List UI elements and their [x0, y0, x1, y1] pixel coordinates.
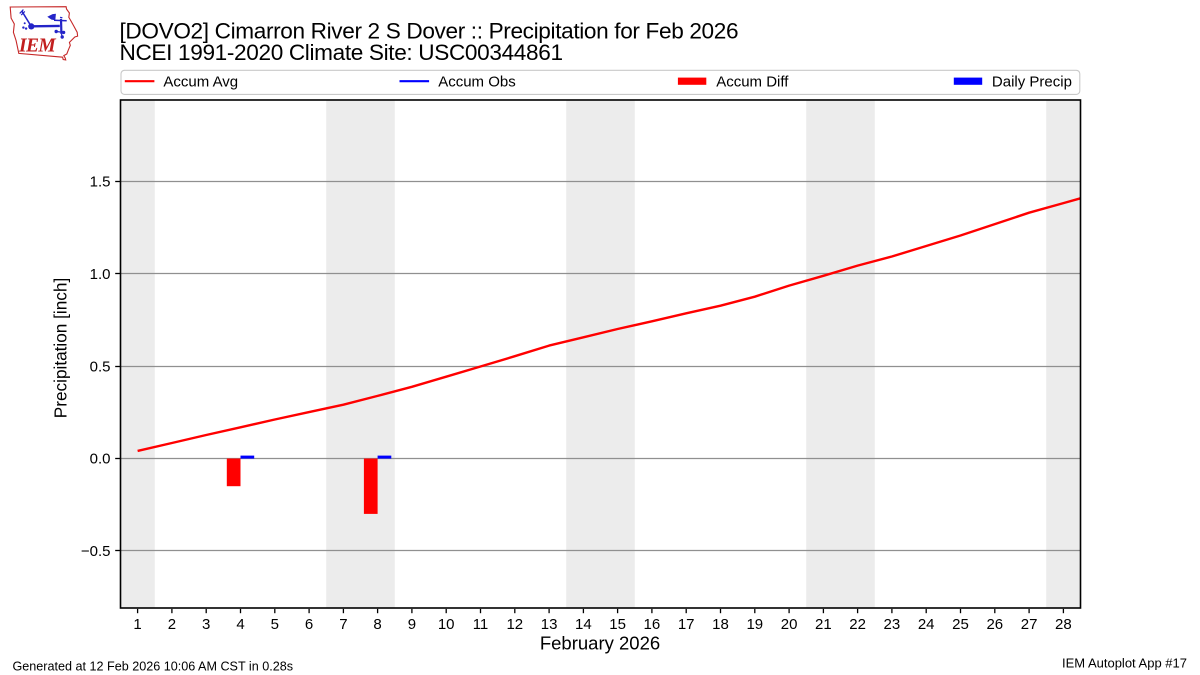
svg-text:28: 28: [1055, 616, 1072, 633]
svg-text:11: 11: [473, 616, 489, 633]
svg-text:24: 24: [918, 616, 935, 633]
svg-text:22: 22: [849, 616, 866, 633]
svg-text:7: 7: [339, 616, 347, 633]
svg-text:8: 8: [373, 616, 381, 633]
svg-text:1.5: 1.5: [90, 174, 111, 191]
svg-text:2: 2: [168, 616, 176, 633]
svg-text:25: 25: [952, 616, 969, 633]
svg-text:4: 4: [236, 616, 244, 633]
svg-text:20: 20: [781, 616, 798, 633]
svg-text:Accum Obs: Accum Obs: [438, 73, 516, 90]
svg-text:26: 26: [986, 616, 1003, 633]
svg-text:1.0: 1.0: [90, 266, 111, 283]
svg-text:Daily Precip: Daily Precip: [992, 73, 1072, 90]
svg-text:17: 17: [678, 616, 695, 633]
svg-text:14: 14: [575, 616, 592, 633]
svg-text:February 2026: February 2026: [540, 633, 660, 654]
svg-text:Accum Avg: Accum Avg: [163, 73, 238, 90]
svg-text:3: 3: [202, 616, 210, 633]
svg-text:18: 18: [712, 616, 729, 633]
svg-text:13: 13: [541, 616, 558, 633]
svg-text:21: 21: [815, 616, 832, 633]
svg-text:5: 5: [271, 616, 279, 633]
svg-text:Accum Diff: Accum Diff: [716, 73, 789, 90]
svg-text:27: 27: [1021, 616, 1038, 633]
svg-text:0.5: 0.5: [90, 358, 111, 375]
svg-text:12: 12: [506, 616, 523, 633]
svg-text:IEM Autoplot App #17: IEM Autoplot App #17: [1062, 656, 1187, 671]
svg-text:IEM: IEM: [18, 35, 56, 56]
svg-text:15: 15: [609, 616, 626, 633]
svg-text:1: 1: [133, 616, 141, 633]
svg-text:[DOVO2] Cimarron River 2 S Dov: [DOVO2] Cimarron River 2 S Dover :: Prec…: [120, 18, 739, 43]
svg-text:9: 9: [408, 616, 416, 633]
svg-text:Generated at 12 Feb 2026 10:06: Generated at 12 Feb 2026 10:06 AM CST in…: [13, 660, 294, 674]
svg-text:16: 16: [644, 616, 661, 633]
svg-text:0.0: 0.0: [90, 451, 111, 468]
svg-text:23: 23: [884, 616, 901, 633]
svg-text:NCEI 1991-2020 Climate Site: U: NCEI 1991-2020 Climate Site: USC00344861: [120, 40, 563, 65]
svg-text:−0.5: −0.5: [81, 543, 111, 560]
svg-text:Precipitation [inch]: Precipitation [inch]: [51, 278, 71, 418]
svg-text:19: 19: [746, 616, 763, 633]
svg-text:6: 6: [305, 616, 313, 633]
svg-text:10: 10: [438, 616, 455, 633]
